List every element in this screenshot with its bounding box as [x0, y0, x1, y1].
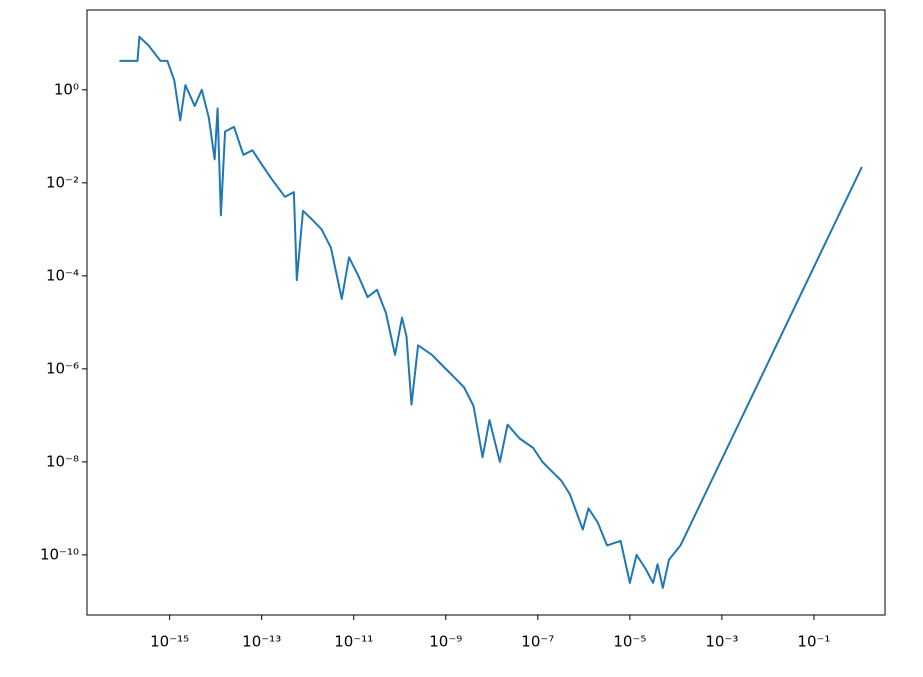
x-tick-label: 10⁻¹³	[242, 633, 281, 651]
x-tick-label: 10⁻¹	[797, 633, 830, 651]
axes-frame	[86, 9, 886, 616]
x-tick-label: 10⁻³	[705, 633, 738, 651]
y-tick-label: 10⁻²	[46, 173, 79, 191]
data-line	[119, 35, 863, 589]
y-tick-label: 10⁰	[54, 80, 79, 98]
y-tick-label: 10⁻⁴	[46, 266, 79, 284]
y-tick-label: 10⁻⁸	[46, 452, 79, 470]
x-tick-label: 10⁻⁷	[521, 633, 554, 651]
x-tick-label: 10⁻⁹	[429, 633, 462, 651]
y-tick-label: 10⁻⁶	[46, 359, 79, 377]
x-tick-label: 10⁻¹¹	[334, 633, 373, 651]
x-tick-label: 10⁻⁵	[613, 633, 646, 651]
x-tick-label: 10⁻¹⁵	[150, 633, 189, 651]
y-tick-label: 10⁻¹⁰	[40, 545, 79, 563]
